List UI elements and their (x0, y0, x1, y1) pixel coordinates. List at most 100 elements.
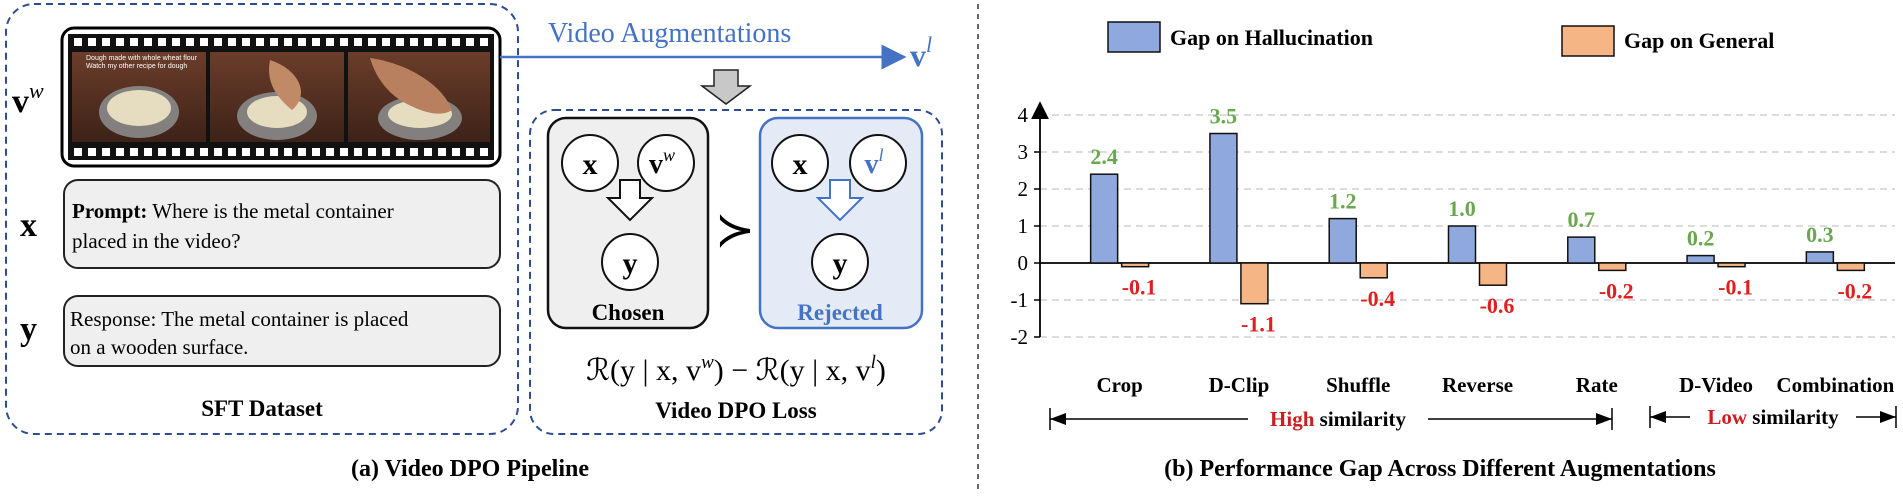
value-label-general: -0.6 (1480, 293, 1515, 318)
sprocket-hole (116, 38, 124, 46)
legend-general-label: Gap on General (1624, 28, 1774, 53)
category-label: Reverse (1442, 373, 1513, 397)
sprocket-hole (368, 148, 376, 156)
sprocket-hole (144, 38, 152, 46)
value-label-hallucination: 1.2 (1329, 189, 1357, 214)
sprocket-hole (242, 38, 250, 46)
sprocket-hole (312, 38, 320, 46)
rejected-label: Rejected (797, 300, 883, 325)
bar-general-crop (1120, 262, 1150, 268)
sprocket-hole (480, 38, 488, 46)
y-tick-label: -1 (1011, 288, 1029, 312)
sprocket-hole (186, 148, 194, 156)
sprocket-hole (382, 38, 390, 46)
sprocket-hole (270, 148, 278, 156)
sprocket-hole (340, 38, 348, 46)
right-caption: (b) Performance Gap Across Different Aug… (1164, 456, 1716, 482)
sprocket-hole (438, 38, 446, 46)
chart-gridlines (1040, 114, 1895, 338)
bar-hallucination-combination (1805, 251, 1835, 264)
bar-hallucination-d-clip (1209, 132, 1238, 264)
sprocket-hole (102, 148, 110, 156)
value-label-hallucination: 2.4 (1090, 144, 1118, 169)
sprocket-hole (256, 148, 264, 156)
sprocket-hole (256, 38, 264, 46)
sprocket-hole (186, 38, 194, 46)
bar-general-rate (1598, 262, 1627, 272)
legend-hallucination-label: Gap on Hallucination (1170, 25, 1373, 50)
low-range-left-arrow-icon (1650, 411, 1666, 423)
sprocket-hole (480, 148, 488, 156)
sprocket-hole (214, 148, 222, 156)
sprocket-hole (200, 38, 208, 46)
value-label-general: -0.4 (1360, 286, 1395, 311)
value-label-general: -0.1 (1718, 275, 1753, 300)
sprocket-hole (396, 38, 404, 46)
sprocket-hole (102, 38, 110, 46)
sprocket-hole (410, 148, 418, 156)
category-label: Shuffle (1326, 373, 1390, 397)
sprocket-hole (158, 38, 166, 46)
bar-general-combination (1836, 262, 1866, 272)
sprocket-hole (382, 148, 390, 156)
y-tick-label: 4 (1018, 103, 1029, 127)
sprocket-hole (424, 148, 432, 156)
response-box: Response: The metal container is placed … (63, 295, 501, 367)
prompt-text-1: Where is the metal container (147, 199, 393, 223)
left-panel: vw x y (5, 3, 943, 482)
sprocket-hole (438, 148, 446, 156)
y-tick-label: 2 (1018, 177, 1029, 201)
category-label: Combination (1776, 373, 1894, 397)
sprocket-hole (172, 148, 180, 156)
augmentation-label: Video Augmentations (548, 18, 791, 49)
sprocket-hole (130, 148, 138, 156)
legend-hallucination-swatch (1107, 21, 1161, 53)
chosen-down-arrow-icon (605, 179, 655, 222)
chosen-vw-node: vw (649, 145, 675, 180)
sprocket-hole (298, 38, 306, 46)
prompt-text-2: placed in the video? (72, 229, 241, 253)
sft-dataset-caption: SFT Dataset (201, 396, 323, 421)
bar-hallucination-crop (1089, 173, 1119, 264)
category-label: D-Clip (1209, 373, 1270, 397)
category-label: Rate (1576, 373, 1618, 397)
sprocket-hole (284, 38, 292, 46)
value-label-hallucination: 0.7 (1568, 207, 1596, 232)
response-text-1: Response: The metal container is placed (70, 307, 409, 331)
y-row-label: y (20, 311, 37, 348)
value-label-hallucination: 0.2 (1687, 226, 1715, 251)
rejected-box: x vl y Rejected (758, 116, 924, 330)
sprocket-hole (466, 148, 474, 156)
prompt-box: Prompt: Where is the metal container pla… (63, 179, 501, 269)
sprocket-hole (144, 148, 152, 156)
video-frame-3 (348, 52, 490, 142)
sprocket-hole (200, 148, 208, 156)
sprocket-hole (228, 148, 236, 156)
video-frame-2 (210, 52, 344, 142)
low-similarity-label: Low similarity (1707, 405, 1839, 429)
rejected-down-arrow-icon (815, 179, 865, 222)
dpo-loss-formula: ℛ(y | x, vw) − ℛ(y | x, vl) (586, 352, 886, 387)
value-label-general: -0.1 (1122, 275, 1157, 300)
sprocket-hole (242, 148, 250, 156)
bar-general-reverse (1478, 262, 1508, 286)
sprocket-hole (396, 148, 404, 156)
chart-category-labels: Crop D-Clip Shuffle Reverse Rate D-Video Combi… (1096, 373, 1894, 397)
preference-symbol: ≻ (715, 204, 755, 257)
sprocket-hole (172, 38, 180, 46)
sprocket-hole (130, 38, 138, 46)
chart-value-labels: 2.4-0.13.5-1.11.2-0.41.0-0.60.7-0.20.2-0… (1090, 104, 1872, 337)
low-range-right-arrow-icon (1880, 411, 1896, 423)
sprocket-hole (410, 38, 418, 46)
bar-general-shuffle (1359, 262, 1388, 279)
chosen-y-node: y (623, 247, 638, 280)
bar-hallucination-rate (1567, 236, 1596, 264)
value-label-hallucination: 3.5 (1210, 104, 1238, 129)
x-row-label: x (20, 207, 37, 244)
sprocket-hole (354, 38, 362, 46)
sprocket-hole (326, 38, 334, 46)
sft-dataset-box (5, 3, 519, 435)
value-label-general: -0.2 (1599, 278, 1634, 303)
high-range-right-arrow-icon (1596, 413, 1612, 425)
